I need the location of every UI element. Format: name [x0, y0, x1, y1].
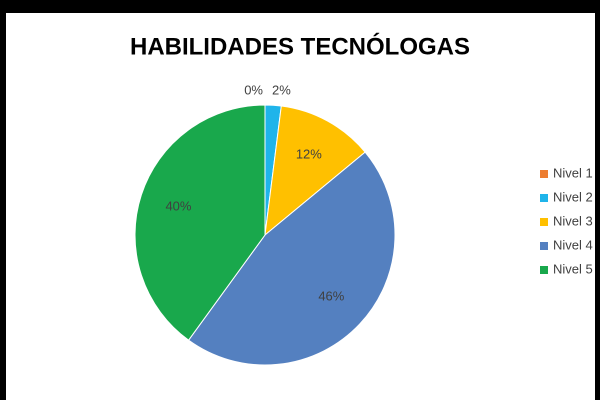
- legend-swatch: [540, 170, 548, 178]
- legend-swatch: [540, 242, 548, 250]
- top-border: [0, 0, 600, 13]
- legend-label: Nivel 4: [553, 237, 593, 252]
- legend-swatch: [540, 266, 548, 274]
- legend-swatch: [540, 218, 548, 226]
- right-border: [595, 0, 600, 400]
- legend-label: Nivel 3: [553, 213, 593, 228]
- legend-swatch: [540, 194, 548, 202]
- data-label: 0%: [244, 82, 263, 97]
- data-label: 2%: [272, 83, 291, 98]
- data-label: 46%: [318, 289, 344, 304]
- pie-slice: [187, 151, 396, 366]
- pie-slice: [264, 105, 366, 237]
- data-label: 40%: [165, 198, 191, 213]
- data-label: 12%: [296, 147, 322, 162]
- left-border: [0, 0, 6, 400]
- legend-label: Nivel 5: [553, 261, 593, 276]
- legend-label: Nivel 1: [553, 165, 593, 180]
- legend-label: Nivel 2: [553, 189, 593, 204]
- pie-slice: [134, 104, 266, 341]
- chart-title: HABILIDADES TECNÓLOGAS: [130, 32, 470, 60]
